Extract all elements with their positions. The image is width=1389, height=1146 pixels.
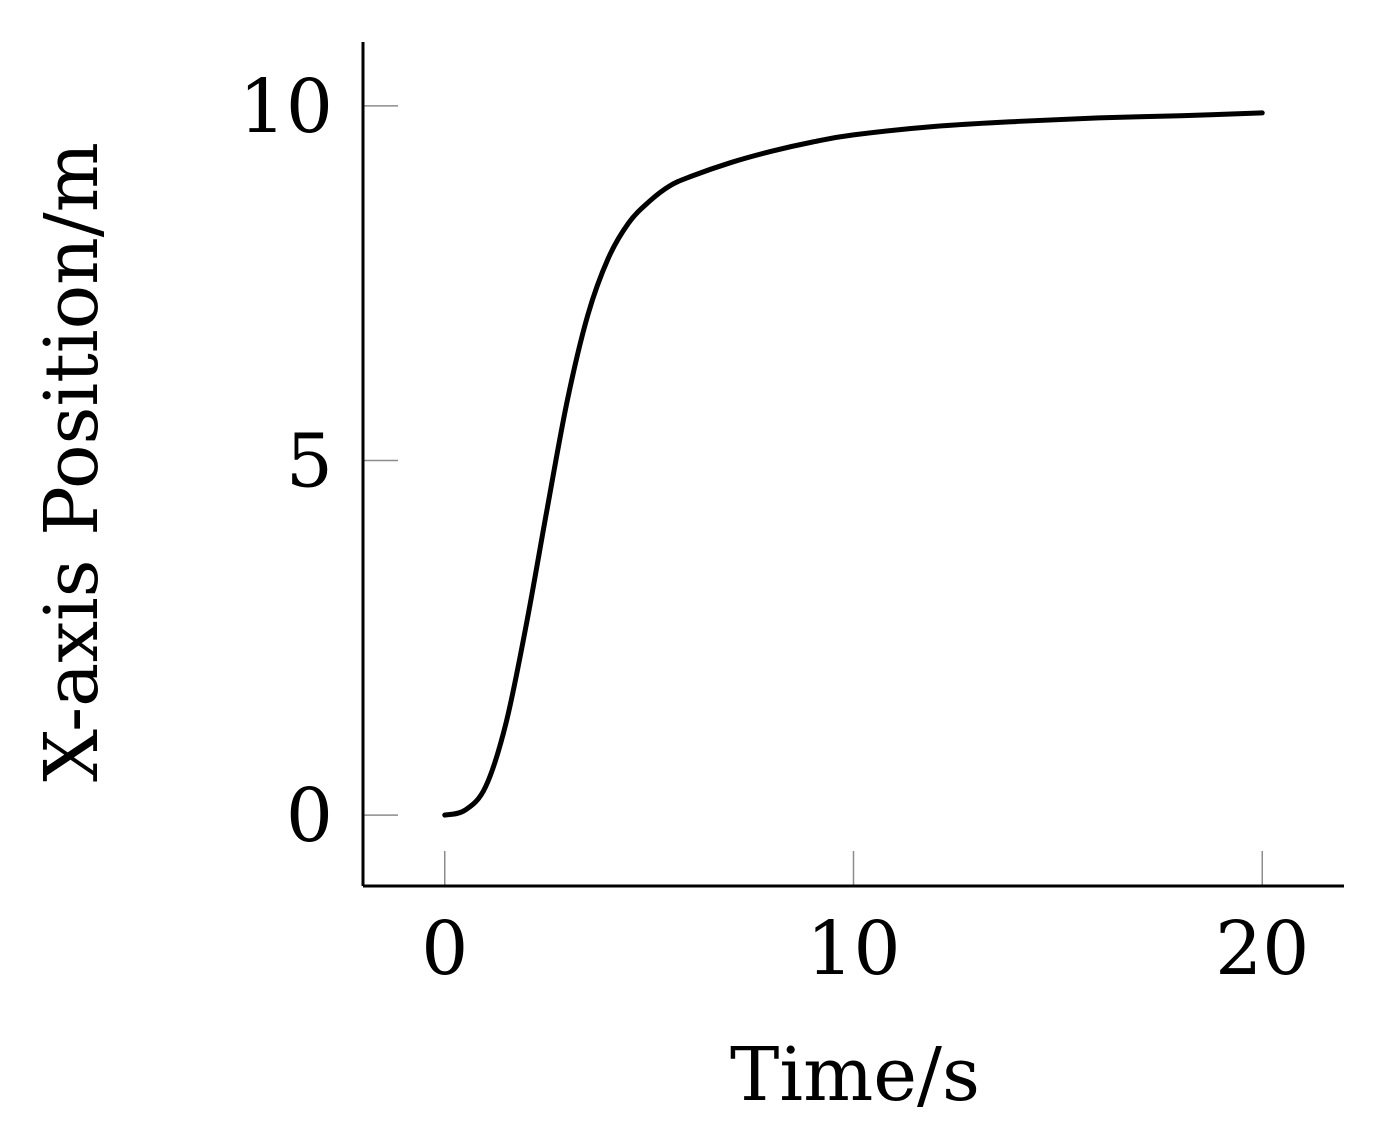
y-tick-label-2: 10 — [239, 64, 333, 150]
y-tick-label-0: 0 — [286, 773, 333, 859]
x-tick-label-0: 0 — [421, 906, 468, 992]
y-axis-label: X-axis Position/m — [29, 142, 115, 782]
tick-labels: 0 10 20 0 5 10 — [239, 64, 1310, 992]
series-line-0 — [442, 110, 1265, 818]
series-layer — [442, 110, 1265, 818]
x-tick-label-2: 20 — [1215, 906, 1309, 992]
y-tick-label-1: 5 — [286, 418, 333, 504]
tick-marks — [363, 105, 1263, 886]
x-tick-label-1: 10 — [806, 906, 900, 992]
x-axis-label: Time/s — [730, 1032, 980, 1118]
